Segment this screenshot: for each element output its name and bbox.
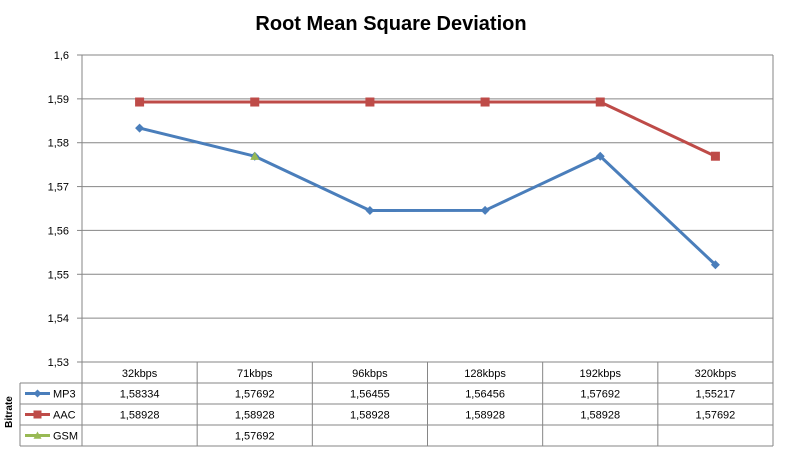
y-tick-label: 1,56: [48, 225, 69, 237]
plot-frame: [81, 55, 774, 362]
data-point-aac: [595, 97, 605, 107]
legend-key-marker-aac: [33, 410, 42, 419]
table-cell-value: 1,57692: [235, 389, 275, 401]
data-point-aac: [365, 97, 375, 107]
series-line-aac: [139, 100, 717, 158]
data-point-mp3: [710, 260, 720, 270]
table-cell-value: 1,57692: [235, 431, 275, 443]
data-point-aac: [135, 97, 145, 107]
table-cell-value: 1,58334: [120, 389, 160, 401]
data-point-mp3: [365, 205, 375, 215]
category-label: 32kbps: [122, 368, 158, 380]
table-cell-value: 1,56455: [350, 389, 390, 401]
legend-label-gsm: GSM: [53, 431, 78, 443]
data-table: 32kbps 71kbps 96kbps 128kbps 192kbps 320kbps M…: [19, 362, 774, 447]
y-tick-label: 1,57: [48, 182, 69, 194]
data-point-aac: [710, 151, 720, 161]
legend-key-marker-mp3: [33, 389, 42, 398]
table-cell-value: 1,57692: [696, 410, 736, 422]
table-cell-value: 1,58928: [465, 410, 505, 422]
series-markers: [135, 97, 720, 270]
y-tick-label: 1,55: [48, 269, 69, 281]
data-point-mp3: [480, 205, 490, 215]
legend-label-mp3: MP3: [53, 389, 76, 401]
data-point-mp3: [135, 123, 145, 133]
y-tick-label: 1,58: [48, 138, 69, 150]
data-point-mp3: [595, 151, 605, 161]
y-tick-label: 1,59: [48, 94, 69, 106]
series-line-mp3: [139, 126, 717, 266]
y-tick-label: 1,53: [48, 357, 69, 369]
category-label: 192kbps: [579, 368, 621, 380]
chart-title: Root Mean Square Deviation: [255, 13, 526, 35]
table-cell-value: 1,56456: [465, 389, 505, 401]
category-label: 128kbps: [464, 368, 506, 380]
category-label: 320kbps: [695, 368, 737, 380]
category-label: 71kbps: [237, 368, 273, 380]
table-cell-value: 1,58928: [235, 410, 275, 422]
table-cell-value: 1,57692: [580, 389, 620, 401]
legend-label-aac: AAC: [53, 410, 76, 422]
data-point-aac: [480, 97, 490, 107]
y-axis-tick-labels: 1,53 1,54 1,55 1,56 1,57 1,58 1,59 1,6: [48, 50, 69, 369]
table-cell-value: 1,58928: [120, 410, 160, 422]
legend-key-marker-gsm: [33, 431, 42, 439]
data-point-aac: [250, 97, 260, 107]
data-point-gsm: [250, 151, 260, 160]
series-lines: [139, 100, 717, 266]
x-axis-title: Bitrate: [4, 396, 15, 428]
category-label: 96kbps: [352, 368, 388, 380]
table-cell-value: 1,58928: [350, 410, 390, 422]
table-cell-value: 1,55217: [696, 389, 736, 401]
y-tick-label: 1,54: [48, 313, 69, 325]
y-tick-label: 1,6: [54, 50, 69, 62]
table-cell-value: 1,58928: [580, 410, 620, 422]
